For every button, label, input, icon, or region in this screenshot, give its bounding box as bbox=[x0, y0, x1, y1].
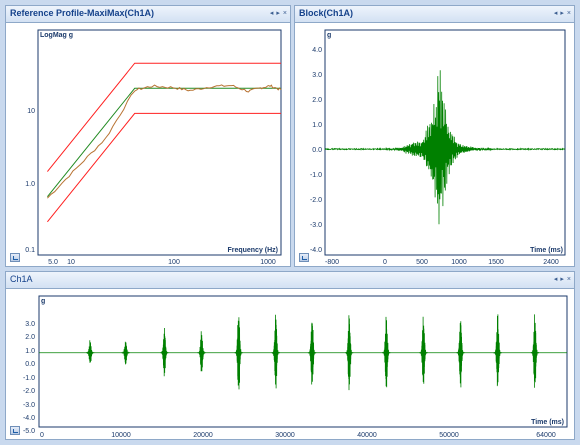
y-tick-label: 3.0 bbox=[312, 72, 322, 79]
shock-pulse bbox=[271, 314, 280, 389]
plot-area bbox=[38, 295, 568, 428]
y-tick-label: -4.0 bbox=[310, 247, 322, 254]
block-title: Block(Ch1A) bbox=[299, 8, 354, 18]
scroll-right-icon[interactable]: ▸ bbox=[276, 10, 280, 17]
ch1a-panel: Ch1A ◂ ▸ × g Time (ms) 3.0 2.0 1.0 0.0 -… bbox=[5, 271, 575, 440]
close-icon[interactable]: × bbox=[566, 10, 571, 17]
x-tick-label: 0 bbox=[40, 432, 44, 439]
x-tick-label: 50000 bbox=[439, 432, 459, 439]
y-tick-label: 2.0 bbox=[25, 334, 35, 341]
x-tick-label: 1500 bbox=[488, 259, 504, 266]
x-tick-label: 10000 bbox=[111, 432, 131, 439]
x-axis-label: Time (ms) bbox=[531, 419, 564, 426]
x-tick-label: 1000 bbox=[260, 259, 276, 266]
y-tick-label: -2.0 bbox=[310, 197, 322, 204]
x-tick-label: 2400 bbox=[543, 259, 559, 266]
ch1a-chart[interactable]: g Time (ms) 3.0 2.0 1.0 0.0 -1.0 -2.0 -3… bbox=[6, 289, 574, 439]
block-chart[interactable]: g Time (ms) 4.0 3.0 2.0 1.0 0.0 -1.0 -2.… bbox=[295, 23, 574, 266]
y-tick-label: 10 bbox=[27, 108, 35, 115]
upper-limit-line bbox=[47, 62, 281, 172]
shock-pulse bbox=[197, 331, 206, 372]
y-axis-label: g bbox=[41, 298, 45, 305]
ch1a-header-buttons: ◂ ▸ × bbox=[554, 275, 571, 284]
y-tick-label: 1.0 bbox=[25, 348, 35, 355]
x-tick-label: 0 bbox=[383, 259, 387, 266]
plot-area bbox=[37, 29, 282, 256]
reference-line bbox=[47, 87, 281, 198]
y-tick-label: 3.0 bbox=[25, 321, 35, 328]
scroll-right-icon[interactable]: ▸ bbox=[560, 276, 564, 283]
shock-pulse bbox=[121, 341, 130, 365]
scroll-left-icon[interactable]: ◂ bbox=[553, 276, 558, 283]
x-tick-label: 40000 bbox=[357, 432, 377, 439]
block-panel: Block(Ch1A) ◂ ▸ × g Time (ms) 4.0 3.0 2.… bbox=[294, 5, 575, 267]
scroll-right-icon[interactable]: ▸ bbox=[560, 10, 564, 17]
shock-pulse bbox=[307, 322, 317, 385]
x-tick-label: -800 bbox=[325, 259, 339, 266]
x-axis-label: Frequency (Hz) bbox=[227, 247, 278, 254]
y-tick-label: 0.0 bbox=[312, 147, 322, 154]
y-tick-label: 2.0 bbox=[312, 97, 322, 104]
x-tick-label: 64000 bbox=[536, 432, 556, 439]
shock-pulse bbox=[419, 316, 428, 384]
signal-line bbox=[324, 70, 566, 225]
reference-profile-title: Reference Profile-MaxiMax(Ch1A) bbox=[10, 8, 155, 18]
shock-pulse bbox=[160, 327, 169, 377]
chart-settings-icon[interactable] bbox=[10, 253, 20, 262]
shock-pulse bbox=[234, 317, 243, 390]
block-header-buttons: ◂ ▸ × bbox=[554, 9, 571, 18]
reference-profile-chart[interactable]: LogMag g Frequency (Hz) 10 1.0 0.1 5.0 1… bbox=[6, 23, 290, 266]
y-tick-label: 1.0 bbox=[312, 122, 322, 129]
block-header: Block(Ch1A) ◂ ▸ × bbox=[295, 6, 574, 23]
y-axis-label: g bbox=[327, 32, 331, 39]
x-tick-label: 100 bbox=[168, 259, 180, 266]
y-tick-label: -1.0 bbox=[23, 375, 35, 382]
x-tick-label: 500 bbox=[416, 259, 428, 266]
scroll-left-icon[interactable]: ◂ bbox=[269, 10, 274, 17]
chart-settings-icon[interactable] bbox=[10, 426, 20, 435]
y-tick-label: 0.0 bbox=[25, 361, 35, 368]
shock-pulse bbox=[345, 315, 354, 391]
shock-pulse bbox=[456, 321, 465, 388]
x-axis-label: Time (ms) bbox=[530, 247, 563, 254]
close-icon[interactable]: × bbox=[566, 276, 571, 283]
shock-pulse bbox=[530, 314, 539, 388]
scroll-left-icon[interactable]: ◂ bbox=[553, 10, 558, 17]
shock-pulse bbox=[382, 316, 391, 388]
y-tick-label: -3.0 bbox=[23, 402, 35, 409]
reference-profile-header: Reference Profile-MaxiMax(Ch1A) ◂ ▸ × bbox=[6, 6, 290, 23]
ch1a-header: Ch1A ◂ ▸ × bbox=[6, 272, 574, 289]
reference-profile-header-buttons: ◂ ▸ × bbox=[270, 9, 287, 18]
y-tick-label: 1.0 bbox=[25, 181, 35, 188]
chart-settings-icon[interactable] bbox=[299, 253, 309, 262]
y-tick-label: 0.1 bbox=[25, 247, 35, 254]
y-tick-label: -3.0 bbox=[310, 222, 322, 229]
x-tick-label: 20000 bbox=[193, 432, 213, 439]
x-tick-label: 1000 bbox=[451, 259, 467, 266]
y-tick-label: -1.0 bbox=[310, 172, 322, 179]
y-tick-label: -4.0 bbox=[23, 415, 35, 422]
x-tick-label: 5.0 bbox=[48, 259, 58, 266]
y-axis-label: LogMag g bbox=[40, 32, 73, 39]
reference-profile-panel: Reference Profile-MaxiMax(Ch1A) ◂ ▸ × Lo… bbox=[5, 5, 291, 267]
close-icon[interactable]: × bbox=[282, 10, 287, 17]
lower-limit-line bbox=[47, 112, 281, 223]
x-tick-label: 30000 bbox=[275, 432, 295, 439]
ch1a-title: Ch1A bbox=[10, 274, 33, 284]
y-tick-label: -2.0 bbox=[23, 388, 35, 395]
shock-pulse bbox=[86, 340, 95, 363]
y-tick-label: 4.0 bbox=[312, 47, 322, 54]
measured-line bbox=[47, 84, 282, 199]
x-tick-label: 10 bbox=[67, 259, 75, 266]
shock-pulse bbox=[493, 314, 502, 387]
y-tick-label: -5.0 bbox=[23, 428, 35, 435]
